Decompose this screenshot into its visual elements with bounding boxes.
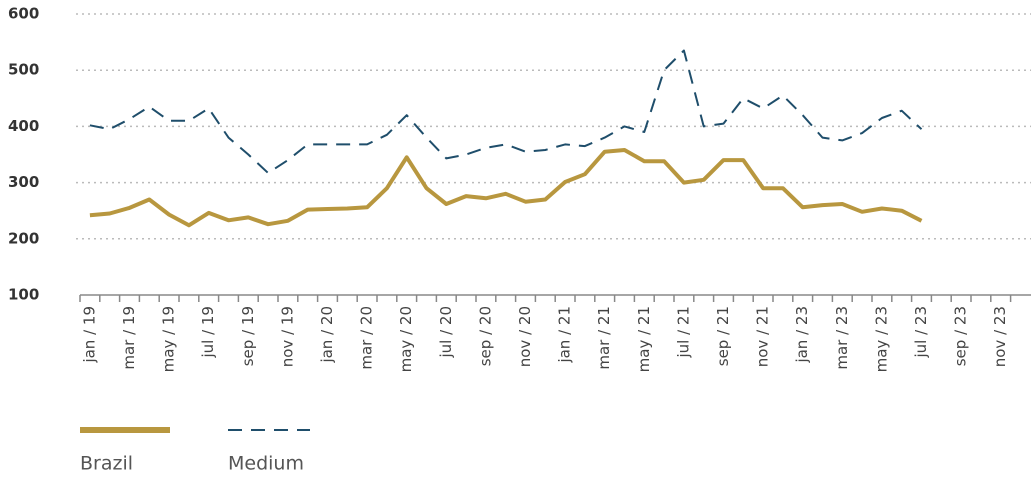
x-tick-label: sep / 19 (239, 306, 257, 366)
x-tick-label: mar / 23 (833, 306, 851, 370)
x-tick-label: jul / 21 (674, 306, 692, 359)
y-tick-label: 100 (8, 286, 39, 304)
x-tick-label: jan / 21 (556, 306, 574, 364)
x-tick-label: sep / 21 (714, 306, 732, 366)
x-tick-label: may / 20 (397, 306, 415, 372)
x-tick-label: nov / 23 (991, 306, 1009, 367)
x-tick-label: may / 23 (872, 306, 890, 372)
x-tick-label: sep / 20 (476, 306, 494, 366)
x-tick-label: jul / 23 (912, 306, 930, 359)
x-tick-label: jan / 23 (793, 306, 811, 364)
x-tick-label: jul / 19 (199, 306, 217, 359)
x-tick-label: may / 21 (635, 306, 653, 372)
series-line (89, 148, 923, 228)
y-tick-label: 400 (8, 117, 39, 135)
x-tick-label: sep / 23 (952, 306, 970, 366)
x-tick-label: nov / 21 (754, 306, 772, 367)
y-tick-label: 200 (8, 229, 39, 247)
x-tick-label: nov / 19 (278, 306, 296, 367)
x-tick-label: may / 19 (160, 306, 178, 372)
x-tick-label: jan / 19 (80, 306, 98, 364)
x-tick-label: mar / 20 (358, 306, 376, 370)
y-tick-label: 300 (8, 173, 39, 191)
x-tick-label: mar / 19 (120, 306, 138, 370)
x-tick-label: nov / 20 (516, 306, 534, 367)
series-line (89, 49, 923, 174)
legend-label: Brazil (80, 453, 133, 475)
y-tick-label: 600 (8, 5, 39, 23)
x-tick-label: jul / 20 (437, 306, 455, 359)
y-tick-label: 500 (8, 61, 39, 79)
legend-label: Medium (228, 453, 304, 475)
x-tick-label: jan / 20 (318, 306, 336, 364)
x-tick-label: mar / 21 (595, 306, 613, 370)
